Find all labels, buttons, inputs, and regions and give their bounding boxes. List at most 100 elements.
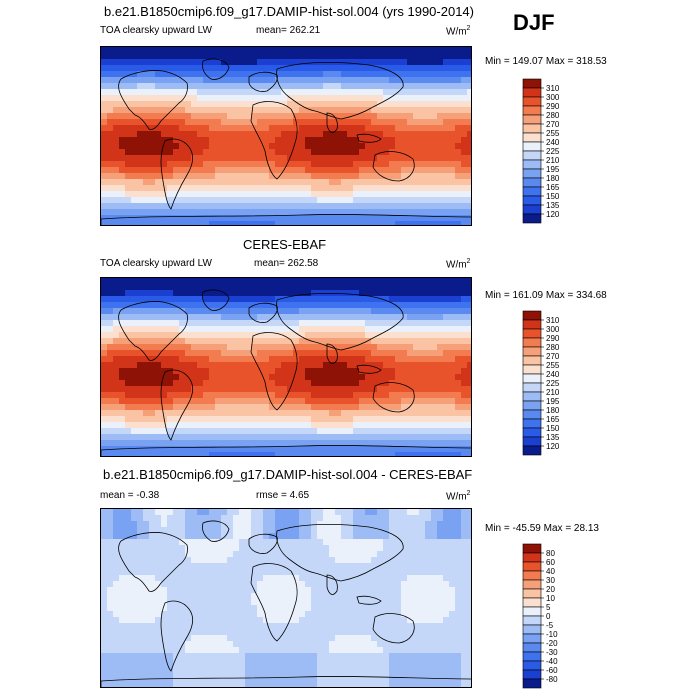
- coastline: [276, 292, 404, 351]
- coastline: [118, 70, 188, 130]
- colorbar-label: 165: [546, 183, 560, 192]
- colorbar-label: -10: [546, 630, 558, 639]
- colorbar-box: [522, 159, 542, 170]
- colorbar-box: [522, 355, 542, 366]
- panel3-mean-label: mean = -0.38: [100, 490, 160, 501]
- colorbar-box: [522, 418, 542, 429]
- colorbar-label: 150: [546, 424, 560, 433]
- colorbar-label: 225: [546, 379, 560, 388]
- coastline: [326, 343, 338, 364]
- colorbar-box: [522, 427, 542, 438]
- coastlines: [101, 520, 471, 687]
- panel1-left-label: TOA clearsky upward LW: [100, 25, 212, 36]
- colorbar-label: -20: [546, 639, 558, 648]
- coastline: [326, 574, 338, 595]
- colorbar-box: [522, 310, 542, 321]
- field-cells: [101, 47, 471, 225]
- colorbar-box: [522, 624, 542, 635]
- coastline: [356, 133, 382, 143]
- colorbar-box: [522, 96, 542, 107]
- colorbar-box: [522, 195, 542, 206]
- colorbar-box: [522, 168, 542, 179]
- coastline: [118, 301, 188, 361]
- colorbar-box: [522, 669, 542, 680]
- panel2-mean-label: mean= 262.58: [254, 258, 319, 269]
- panel1-minmax: Min = 149.07 Max = 318.53: [485, 56, 607, 67]
- coastline: [202, 520, 230, 542]
- coastline: [276, 523, 404, 582]
- colorbar-box: [522, 633, 542, 644]
- coastline: [356, 595, 382, 605]
- colorbar-box: [522, 552, 542, 563]
- coastline: [160, 369, 193, 441]
- coastline: [160, 138, 193, 210]
- panel2-minmax: Min = 161.09 Max = 334.68: [485, 290, 607, 301]
- colorbar-label: 255: [546, 361, 560, 370]
- coastline: [248, 302, 278, 323]
- colorbar-label: 290: [546, 102, 560, 111]
- colorbar-label: 310: [546, 316, 560, 325]
- colorbar-label: 225: [546, 147, 560, 156]
- coastline: [276, 61, 404, 120]
- colorbar-label: 10: [546, 594, 555, 603]
- coastline: [250, 101, 298, 180]
- colorbar-label: 310: [546, 84, 560, 93]
- colorbar-box: [522, 105, 542, 116]
- colorbar-box: [522, 114, 542, 125]
- colorbar-label: -30: [546, 648, 558, 657]
- colorbar-box: [522, 409, 542, 420]
- colorbar-label: -60: [546, 666, 558, 675]
- panel2-heading: CERES-EBAF: [243, 237, 327, 252]
- coastline: [250, 332, 298, 411]
- panel2-map: [100, 277, 472, 457]
- colorbar-box: [522, 642, 542, 653]
- colorbar-box: [522, 579, 542, 590]
- colorbar-box: [522, 651, 542, 662]
- coastline: [160, 600, 193, 672]
- coastline: [326, 112, 338, 133]
- colorbar-label: -80: [546, 675, 558, 684]
- colorbar-label: 180: [546, 174, 560, 183]
- colorbar-box: [522, 150, 542, 161]
- figure-title: b.e21.B1850cmip6.f09_g17.DAMIP-hist-sol.…: [104, 4, 474, 19]
- panel3-minmax: Min = -45.59 Max = 28.13: [485, 523, 599, 534]
- colorbar-label: 240: [546, 138, 560, 147]
- colorbar-box: [522, 543, 542, 554]
- colorbar-box: [522, 141, 542, 152]
- coastline: [250, 563, 298, 642]
- colorbar-label: 240: [546, 370, 560, 379]
- colorbar-label: 195: [546, 165, 560, 174]
- colorbar-label: 210: [546, 156, 560, 165]
- colorbar-box: [522, 78, 542, 89]
- panel1-mean-label: mean= 262.21: [256, 25, 321, 36]
- colorbar-box: [522, 177, 542, 188]
- coastline: [248, 533, 278, 554]
- colorbar-label: 0: [546, 612, 551, 621]
- colorbar-label: 290: [546, 334, 560, 343]
- colorbar-label: 135: [546, 433, 560, 442]
- colorbar-box: [522, 436, 542, 447]
- colorbar-box: [522, 588, 542, 599]
- colorbar-label: 80: [546, 549, 555, 558]
- colorbar-box: [522, 87, 542, 98]
- panel2-colorbar: 310 300 290 280 270 255 240 225 210 195 180 165 150 1…: [522, 310, 583, 459]
- colorbar-label: 20: [546, 585, 555, 594]
- colorbar-label: 210: [546, 388, 560, 397]
- colorbar-box: [522, 606, 542, 617]
- field-cells: [101, 509, 471, 687]
- colorbar-label: 150: [546, 192, 560, 201]
- coastline: [101, 445, 471, 456]
- colorbar-box: [522, 597, 542, 608]
- colorbar-box: [522, 186, 542, 197]
- colorbar-box: [522, 123, 542, 134]
- colorbar-box: [522, 382, 542, 393]
- colorbar-label: -5: [546, 621, 554, 630]
- colorbar-label: 280: [546, 111, 560, 120]
- panel1-colorbar: 310 300 290 280 270 255 240 225 210 195 180 165 150 1…: [522, 78, 583, 227]
- colorbar-label: 120: [546, 442, 560, 451]
- panel2-left-label: TOA clearsky upward LW: [100, 258, 212, 269]
- panel1-units: W/m2: [446, 25, 471, 38]
- coastline: [202, 58, 230, 80]
- panel1-map: [100, 46, 472, 226]
- panel3-colorbar: 80 60 40 30 20 10 5 0 -5 -10 -20 -30 -40 -60 -80: [522, 543, 583, 692]
